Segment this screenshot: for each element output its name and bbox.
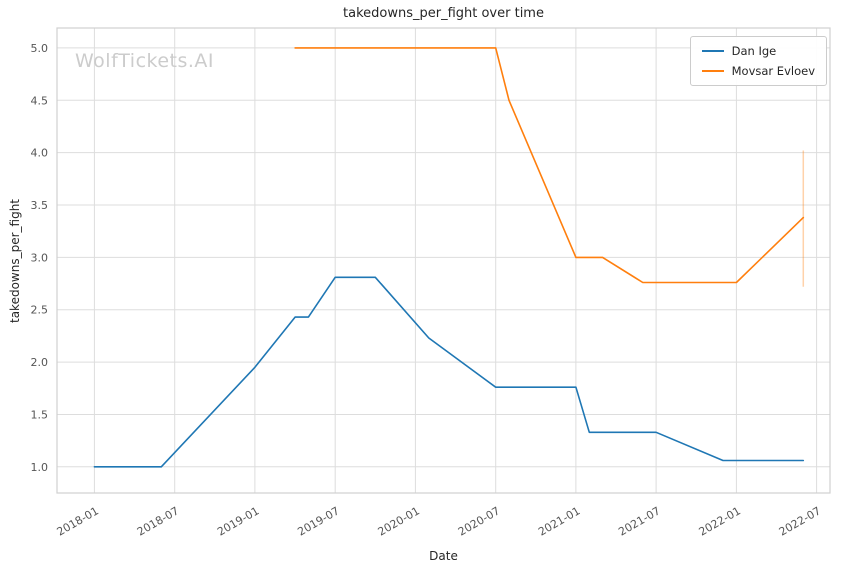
svg-text:2021-07: 2021-07	[616, 504, 662, 538]
svg-text:5.0: 5.0	[31, 42, 49, 55]
y-axis-label: takedowns_per_fight	[8, 198, 22, 324]
svg-text:2.0: 2.0	[31, 356, 49, 369]
watermark: WolfTickets.AI	[75, 50, 215, 72]
x-axis-label: Date	[429, 549, 458, 563]
svg-text:2.5: 2.5	[31, 304, 49, 317]
svg-text:2020-07: 2020-07	[456, 504, 502, 538]
svg-text:2020-01: 2020-01	[376, 504, 422, 538]
svg-text:2018-07: 2018-07	[135, 504, 181, 538]
legend-item-movsar-evloev: Movsar Evloev	[701, 64, 815, 78]
svg-text:1.5: 1.5	[31, 409, 49, 422]
legend-line-swatch	[701, 50, 724, 52]
svg-text:2022-07: 2022-07	[777, 504, 823, 538]
svg-text:2019-01: 2019-01	[215, 504, 261, 538]
svg-text:3.5: 3.5	[31, 199, 49, 212]
legend: Dan Ige Movsar Evloev	[689, 36, 827, 86]
svg-text:3.0: 3.0	[31, 251, 49, 264]
legend-item-dan-ige: Dan Ige	[701, 44, 815, 58]
svg-text:4.0: 4.0	[31, 147, 49, 160]
legend-label: Dan Ige	[731, 44, 777, 58]
svg-text:2022-01: 2022-01	[697, 504, 743, 538]
svg-text:2021-01: 2021-01	[536, 504, 582, 538]
svg-text:1.0: 1.0	[31, 461, 49, 474]
chart-title: takedowns_per_fight over time	[343, 6, 544, 21]
legend-line-swatch	[701, 70, 724, 72]
svg-text:2019-07: 2019-07	[295, 504, 341, 538]
legend-label: Movsar Evloev	[731, 64, 815, 78]
svg-text:2018-01: 2018-01	[55, 504, 101, 538]
svg-text:4.5: 4.5	[31, 94, 49, 107]
